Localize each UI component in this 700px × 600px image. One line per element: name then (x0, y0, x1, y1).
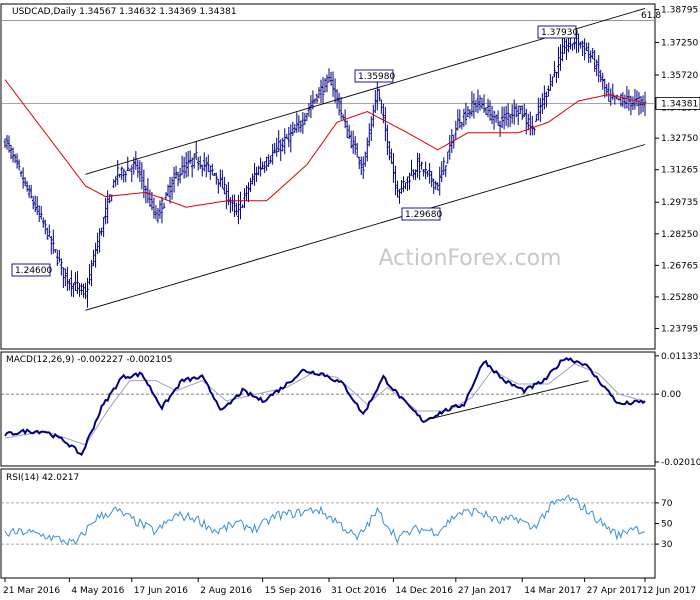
price-tick-label: 1.32750 (661, 134, 698, 144)
macd-line (4, 357, 646, 457)
macd-tick-label: -0.020101 (661, 458, 700, 468)
rsi-tick-label: 50 (661, 520, 673, 530)
rsi-group: 70 50 30 (1, 494, 673, 550)
price-label: 1.35980 (358, 72, 395, 82)
watermark: ActionForex.com (379, 246, 562, 271)
price-label: 1.29680 (405, 210, 442, 220)
price-tick-label: 1.23795 (661, 325, 698, 335)
rsi-line (4, 494, 646, 546)
price-title: USDCAD,Daily 1.34567 1.34632 1.34369 1.3… (12, 7, 237, 17)
rsi-panel (0, 468, 656, 579)
last-price-box (655, 97, 700, 110)
macd-trend-line (427, 380, 589, 420)
last-price-label: 1.34381 (661, 99, 698, 109)
channel-line (85, 144, 646, 311)
price-tick-label: 1.26765 (661, 261, 698, 271)
time-tick-label: 31 Oct 2016 (331, 586, 387, 596)
macd-tick-label: 0.011335 (661, 352, 700, 362)
price-tick-label: 1.37250 (661, 38, 698, 48)
time-tick-label: 27 Apr 2017 (587, 586, 643, 596)
time-tick-label: 2 Aug 2016 (200, 586, 252, 596)
time-tick-label: 27 Jan 2017 (458, 586, 512, 596)
time-tick-label: 14 Mar 2017 (524, 586, 581, 596)
rsi-tick-label: 30 (661, 540, 673, 550)
time-axis: 21 Mar 2016 4 May 2016 17 Jun 2016 2 Aug 20… (3, 578, 696, 596)
moving-average-line (4, 79, 646, 208)
time-tick-label: 15 Sep 2016 (265, 586, 322, 596)
price-label-box (11, 263, 51, 277)
price-label: 1.37930 (541, 28, 578, 38)
price-tick-label: 1.38795 (661, 6, 698, 16)
time-tick-label: 14 Dec 2016 (395, 586, 453, 596)
rsi-tick-label: 70 (661, 499, 673, 509)
price-bars (3, 31, 647, 308)
price-tick-label: 1.31265 (661, 166, 698, 176)
time-tick-label: 21 Mar 2016 (3, 586, 60, 596)
macd-title: MACD(12,26,9) -0.002227 -0.002105 (6, 355, 172, 365)
price-tick-label: 1.28250 (661, 230, 698, 240)
price-axis: 1.387951.372501.357201.341901.327501.312… (655, 6, 700, 335)
fib-label: 61.8 (641, 11, 661, 21)
macd-tick-label: 0.00 (661, 390, 681, 400)
price-tick-label: 1.35720 (661, 71, 698, 81)
rsi-title: RSI(14) 42.0217 (6, 473, 79, 483)
price-label-box (401, 207, 441, 221)
macd-group: 0.011335 0.00 -0.020101 (1, 352, 700, 468)
macd-panel (0, 351, 656, 467)
price-tick-label: 1.25280 (661, 293, 698, 303)
price-label: 1.24600 (15, 266, 52, 276)
time-tick-label: 17 Jun 2016 (134, 586, 188, 596)
price-panel (0, 3, 656, 350)
price-label-box (537, 25, 577, 39)
time-tick-label: 12 Jun 2017 (642, 586, 696, 596)
price-tick-label: 1.29735 (661, 198, 698, 208)
price-label-box (354, 69, 394, 83)
price-labels: 1.24600 1.35980 1.29680 1.37930 (11, 25, 578, 277)
time-tick-label: 4 May 2016 (71, 586, 124, 596)
